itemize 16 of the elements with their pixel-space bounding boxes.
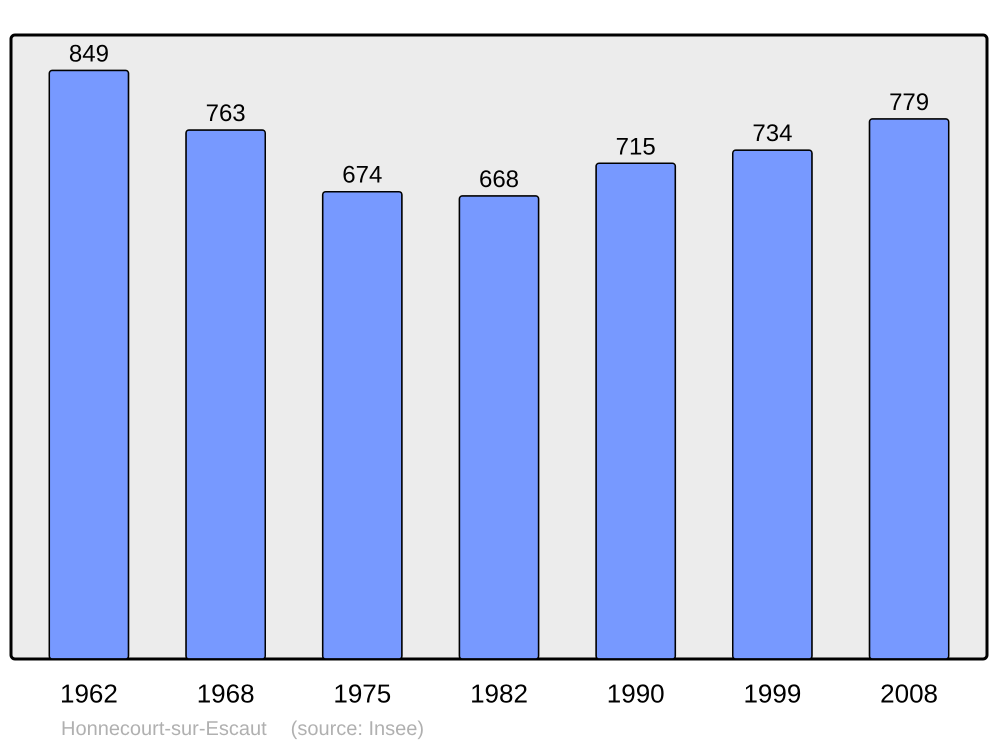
x-tick-label: 1999 (743, 678, 802, 708)
x-tick-label: 1990 (606, 678, 665, 708)
data-label: 763 (206, 100, 246, 127)
x-tick-label: 1975 (333, 678, 392, 708)
x-tick-label: 2008 (880, 678, 938, 708)
data-label: 779 (889, 88, 930, 116)
data-label: 715 (616, 133, 656, 160)
data-label: 849 (68, 40, 109, 68)
text: (source: Insee) (290, 718, 424, 740)
x-tick-label: 1962 (60, 678, 118, 708)
x-tick-label: 1968 (196, 678, 255, 708)
data-label: 668 (478, 166, 520, 193)
text: Honnecourt-sur-Escaut (61, 718, 267, 740)
data-label: 734 (752, 120, 792, 148)
data-label: 674 (342, 162, 382, 189)
x-tick-label: 1982 (470, 678, 528, 708)
